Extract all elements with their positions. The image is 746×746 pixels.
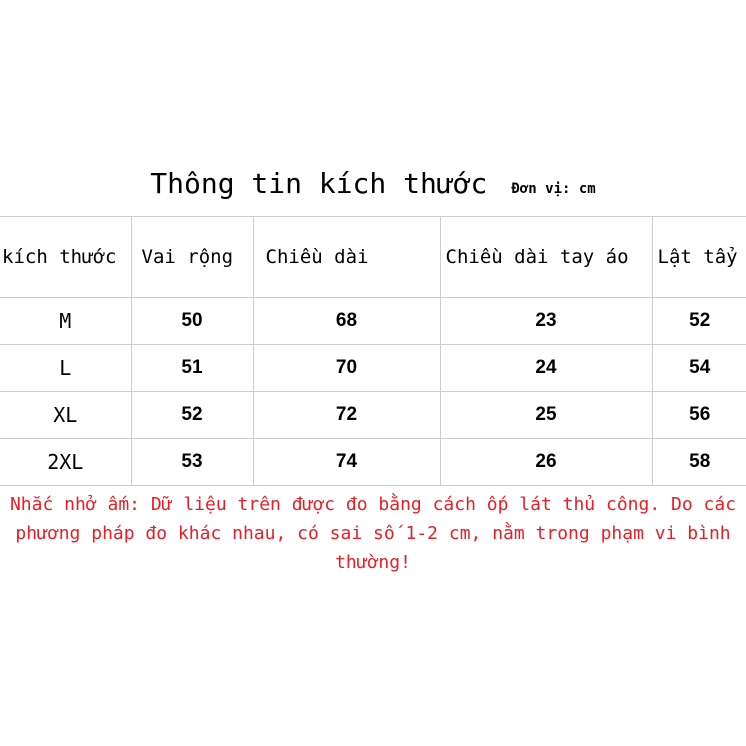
shoulder-cell: 53 <box>131 438 254 486</box>
note-line-3: thường! <box>335 552 411 573</box>
sleeve-cell: 24 <box>440 344 653 392</box>
column-header-sleeve-length: Chiều dài tay áo <box>440 216 653 298</box>
hem-cell: 54 <box>652 344 746 392</box>
shoulder-cell: 50 <box>131 297 254 345</box>
table-header-row: kích thước Vai rộng Chiều dài Chiều dài … <box>0 216 746 298</box>
table-row: 2XL 53 74 26 58 <box>0 438 746 486</box>
length-cell: 70 <box>253 344 441 392</box>
column-header-hem: Lật tẩy <box>652 216 746 298</box>
page-header: Thông tin kích thước Đơn vị: cm <box>0 167 746 200</box>
length-cell: 72 <box>253 391 441 439</box>
page-title: Thông tin kích thước <box>150 167 488 200</box>
table-row: XL 52 72 25 56 <box>0 391 746 439</box>
column-header-length: Chiều dài <box>253 216 441 298</box>
column-header-shoulder-width: Vai rộng <box>131 216 254 298</box>
hem-cell: 58 <box>652 438 746 486</box>
size-cell: M <box>0 297 132 345</box>
table-row: L 51 70 24 54 <box>0 344 746 392</box>
column-header-size: kích thước <box>0 216 132 298</box>
size-cell: XL <box>0 391 132 439</box>
shoulder-cell: 51 <box>131 344 254 392</box>
note-line-2: phương pháp đo khác nhau, có sai số 1-2 … <box>15 523 731 544</box>
sleeve-cell: 26 <box>440 438 653 486</box>
size-cell: 2XL <box>0 438 132 486</box>
size-table: kích thước Vai rộng Chiều dài Chiều dài … <box>0 216 746 486</box>
unit-label: Đơn vị: cm <box>511 181 596 197</box>
sleeve-cell: 23 <box>440 297 653 345</box>
shoulder-cell: 52 <box>131 391 254 439</box>
length-cell: 74 <box>253 438 441 486</box>
note-line-1: Nhắc nhở ấm: Dữ liệu trên được đo bằng c… <box>9 494 737 515</box>
size-cell: L <box>0 344 132 392</box>
hem-cell: 56 <box>652 391 746 439</box>
measurement-note: Nhắc nhở ấm: Dữ liệu trên được đo bằng c… <box>0 490 746 577</box>
length-cell: 68 <box>253 297 441 345</box>
sleeve-cell: 25 <box>440 391 653 439</box>
table-row: M 50 68 23 52 <box>0 297 746 345</box>
hem-cell: 52 <box>652 297 746 345</box>
